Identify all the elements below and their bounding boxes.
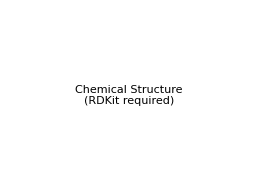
Text: Chemical Structure
(RDKit required): Chemical Structure (RDKit required) — [75, 85, 183, 106]
